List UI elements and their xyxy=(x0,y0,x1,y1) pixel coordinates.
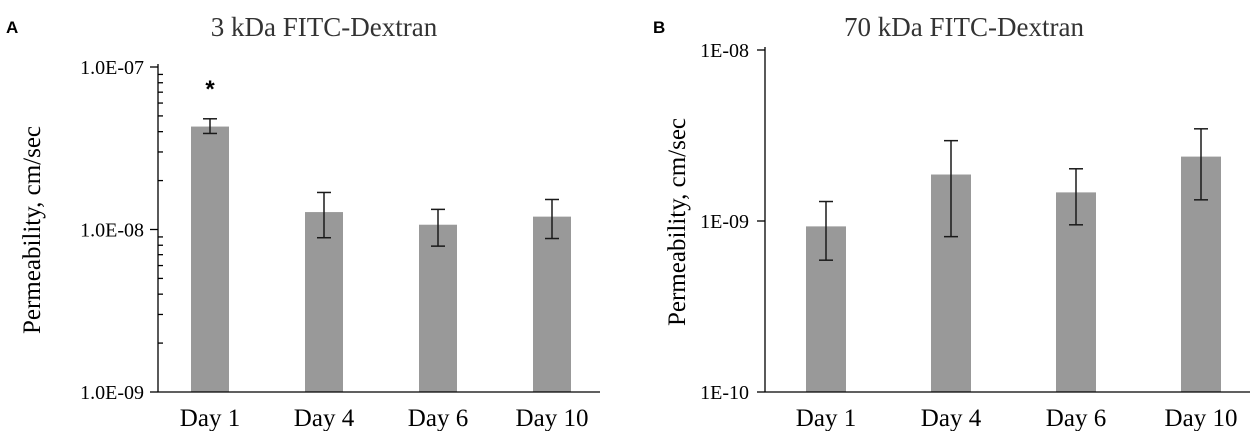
panel-a-y-tick-label: 1.0E-08 xyxy=(80,220,144,242)
panel-b-bar-day-6 xyxy=(1056,192,1096,392)
panel-b-y-tick-label: 1E-08 xyxy=(700,40,749,62)
panel-b-x-tick-label-day-6: Day 6 xyxy=(1046,405,1106,431)
panel-a-x-tick-label-day-1: Day 1 xyxy=(180,405,240,431)
panel-a-plot: Day 1 * Day 4 Day 6 Day 10 1.0E-07 1.0E-08 1.0E… xyxy=(80,57,600,431)
panel-b: B 70 kDa FITC-Dextran Permeability, cm/s… xyxy=(653,12,1250,431)
panel-a-bar-day-1 xyxy=(191,126,229,393)
panel-a-y-tick-label: 1.0E-07 xyxy=(80,57,144,79)
panel-b-x-tick-label-day-10: Day 10 xyxy=(1165,405,1238,431)
panel-a-significance-marker: * xyxy=(205,76,215,103)
panel-b-x-tick-label-day-1: Day 1 xyxy=(796,405,856,431)
panel-a-title: 3 kDa FITC-Dextran xyxy=(211,12,438,42)
panel-b-y-tick-label: 1E-09 xyxy=(700,211,749,233)
panel-a-x-tick-label-day-6: Day 6 xyxy=(408,405,468,431)
panel-a-bar-day-4 xyxy=(305,212,343,392)
panel-a-x-tick-label-day-4: Day 4 xyxy=(294,405,355,431)
panel-a-y-axis-label: Permeability, cm/sec xyxy=(19,126,46,334)
panel-b-y-axis-label: Permeability, cm/sec xyxy=(664,118,691,326)
panel-a-x-tick-label-day-10: Day 10 xyxy=(516,405,589,431)
panel-a-letter: A xyxy=(6,18,18,37)
panel-a-bar-day-6 xyxy=(419,224,457,392)
panel-b-title: 70 kDa FITC-Dextran xyxy=(844,12,1084,42)
panel-b-y-tick-label: 1E-10 xyxy=(700,382,749,404)
panel-b-letter: B xyxy=(653,18,665,37)
panel-a-y-tick-label: 1.0E-09 xyxy=(80,382,144,404)
panel-b-plot: Day 1 Day 4 Day 6 Day 10 1E-08 1E-09 1E-10 xyxy=(700,40,1250,431)
panel-b-x-tick-label-day-4: Day 4 xyxy=(921,405,982,431)
panel-a: A 3 kDa FITC-Dextran Permeability, cm/se… xyxy=(6,12,600,431)
panel-a-bar-day-10 xyxy=(533,216,571,392)
